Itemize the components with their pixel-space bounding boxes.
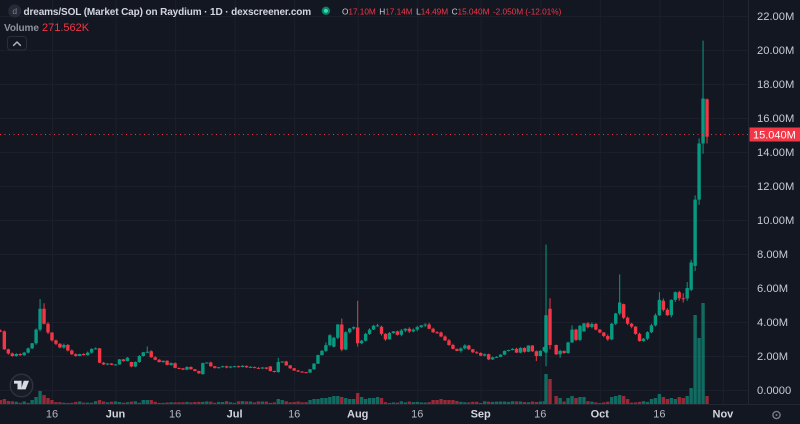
svg-text:22.00M: 22.00M (757, 11, 794, 23)
svg-text:Aug: Aug (347, 409, 368, 421)
svg-text:Jul: Jul (227, 409, 243, 421)
svg-text:20.00M: 20.00M (757, 45, 794, 57)
svg-text:Sep: Sep (471, 409, 491, 421)
svg-text:16: 16 (46, 409, 58, 421)
svg-text:271.562K: 271.562K (42, 22, 90, 34)
svg-text:16: 16 (653, 409, 665, 421)
svg-text:4.00M: 4.00M (757, 317, 788, 329)
svg-text:Nov: Nov (713, 409, 735, 421)
svg-text:dreams/SOL (Market Cap) on Ray: dreams/SOL (Market Cap) on Raydium · 1D … (24, 7, 312, 18)
svg-text:15.040M: 15.040M (753, 130, 796, 142)
svg-text:0.0000: 0.0000 (757, 385, 791, 397)
svg-text:d: d (12, 6, 17, 16)
svg-text:12.00M: 12.00M (757, 181, 794, 193)
svg-text:Jun: Jun (106, 409, 126, 421)
svg-text:16: 16 (534, 409, 546, 421)
svg-text:16: 16 (411, 409, 423, 421)
svg-text:Volume: Volume (4, 23, 39, 34)
svg-text:18.00M: 18.00M (757, 79, 794, 91)
svg-text:6.00M: 6.00M (757, 283, 788, 295)
svg-text:10.00M: 10.00M (757, 215, 794, 227)
svg-text:8.00M: 8.00M (757, 249, 788, 261)
svg-text:14.00M: 14.00M (757, 147, 794, 159)
svg-text:Oct: Oct (591, 409, 610, 421)
svg-text:16.00M: 16.00M (757, 113, 794, 125)
svg-text:16: 16 (288, 409, 300, 421)
svg-text:2.00M: 2.00M (757, 351, 788, 363)
svg-text:16: 16 (169, 409, 181, 421)
